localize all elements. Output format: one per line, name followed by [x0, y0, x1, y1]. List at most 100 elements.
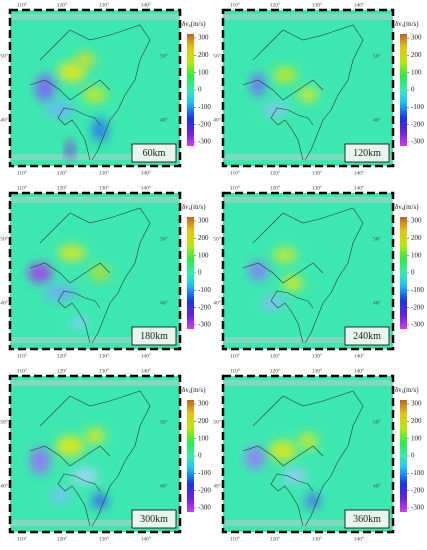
- lat-label: 40°: [373, 482, 381, 489]
- lon-label: 140°: [141, 169, 151, 176]
- lon-label: 120°: [57, 535, 67, 542]
- map: [223, 193, 393, 349]
- colorbar-label: 0: [411, 86, 415, 94]
- band: [223, 14, 393, 20]
- map: [10, 10, 180, 166]
- lon-label: 120°: [270, 535, 280, 542]
- colorbar-label: -100: [411, 469, 424, 477]
- lat-label: 50°: [213, 418, 221, 425]
- colorbar-label: -100: [411, 286, 424, 294]
- colorbar-label: -300: [198, 321, 211, 329]
- lon-label: 120°: [270, 352, 280, 359]
- anomaly: [298, 433, 318, 449]
- lon-label: 120°: [270, 1, 280, 8]
- colorbar-label: 200: [198, 51, 209, 59]
- depth-box: [131, 509, 177, 529]
- lat-label: 50°: [373, 418, 381, 425]
- anomaly: [83, 87, 107, 103]
- band: [223, 197, 393, 203]
- lat-label: 40°: [160, 116, 168, 123]
- lon-label: 110°: [230, 352, 240, 359]
- colorbar-label: 300: [411, 400, 422, 408]
- lat-label: 50°: [160, 235, 168, 242]
- colorbar-label: -300: [411, 138, 424, 146]
- lon-label: 120°: [57, 367, 67, 374]
- coastline: [29, 24, 151, 161]
- map-frame: [8, 374, 182, 534]
- colorbar-title: δvs(m/s): [182, 20, 206, 30]
- band: [223, 154, 393, 160]
- anomaly: [90, 265, 110, 281]
- colorbar-label: 0: [198, 452, 202, 460]
- band: [10, 14, 180, 20]
- colorbar-label: -100: [198, 286, 211, 294]
- lon-label: 110°: [17, 367, 27, 374]
- lat-label: 40°: [0, 116, 8, 123]
- lat-label: 40°: [213, 299, 221, 306]
- lon-label: 110°: [230, 367, 240, 374]
- colorbar-label: -100: [411, 103, 424, 111]
- band: [10, 520, 180, 526]
- depth-box: [131, 143, 177, 163]
- lat-label: 40°: [160, 299, 168, 306]
- colorbar-label: 200: [198, 234, 209, 242]
- panel: 110° 110° 120° 120° 130° 130° 140° 140° 50° 50° 40…: [213, 184, 424, 359]
- map-frame: [221, 374, 395, 534]
- lon-label: 130°: [99, 367, 109, 374]
- anomaly: [269, 441, 297, 461]
- anomaly: [66, 140, 74, 160]
- colorbar: [400, 217, 407, 329]
- colorbar-label: -200: [411, 303, 424, 311]
- colorbar-label: 100: [198, 68, 209, 76]
- anomaly: [71, 468, 99, 484]
- map-frame: [221, 8, 395, 168]
- band: [223, 337, 393, 343]
- anomaly: [28, 263, 52, 283]
- anomaly: [75, 52, 95, 68]
- map-frame: [8, 8, 182, 168]
- panel: 110° 110° 120° 120° 130° 130° 140° 140° 50° 50° 40…: [0, 184, 211, 359]
- unit: (m/s): [191, 386, 206, 394]
- lon-label: 140°: [354, 169, 364, 176]
- lon-label: 140°: [141, 184, 151, 191]
- depth-label: 360km: [353, 514, 381, 525]
- colorbar: [400, 400, 407, 512]
- map: [10, 193, 180, 349]
- colorbar-label: -100: [198, 103, 211, 111]
- anomaly: [245, 446, 265, 470]
- lon-label: 120°: [57, 1, 67, 8]
- colorbar: [187, 34, 194, 146]
- symbol: δv: [182, 20, 189, 28]
- panel: 110° 110° 120° 120° 130° 130° 140° 140° 50° 50° 40…: [0, 1, 211, 176]
- anomaly: [283, 468, 307, 484]
- colorbar-label: 200: [411, 51, 422, 59]
- colorbar-label: 0: [411, 452, 415, 460]
- lon-label: 130°: [312, 1, 322, 8]
- symbol: δv: [395, 203, 402, 211]
- lon-label: 120°: [57, 169, 67, 176]
- colorbar-label: 300: [411, 34, 422, 42]
- lat-label: 50°: [160, 418, 168, 425]
- symbol: δv: [395, 20, 402, 28]
- lat-label: 40°: [160, 482, 168, 489]
- colorbar-label: 300: [198, 34, 209, 42]
- map: [223, 10, 393, 166]
- anomaly: [92, 493, 108, 509]
- lon-label: 110°: [230, 184, 240, 191]
- lat-label: 40°: [373, 116, 381, 123]
- symbol: δv: [182, 386, 189, 394]
- lon-label: 130°: [99, 535, 109, 542]
- depth-box: [344, 143, 390, 163]
- anomaly: [30, 447, 50, 475]
- subscript: s: [402, 390, 404, 395]
- colorbar-label: 200: [411, 234, 422, 242]
- lon-label: 130°: [312, 184, 322, 191]
- colorbar: [187, 217, 194, 329]
- lon-label: 130°: [312, 535, 322, 542]
- anomaly: [46, 102, 74, 118]
- subscript: s: [189, 390, 191, 395]
- lon-label: 120°: [270, 169, 280, 176]
- coastline: [242, 207, 364, 344]
- lat-label: 50°: [213, 52, 221, 59]
